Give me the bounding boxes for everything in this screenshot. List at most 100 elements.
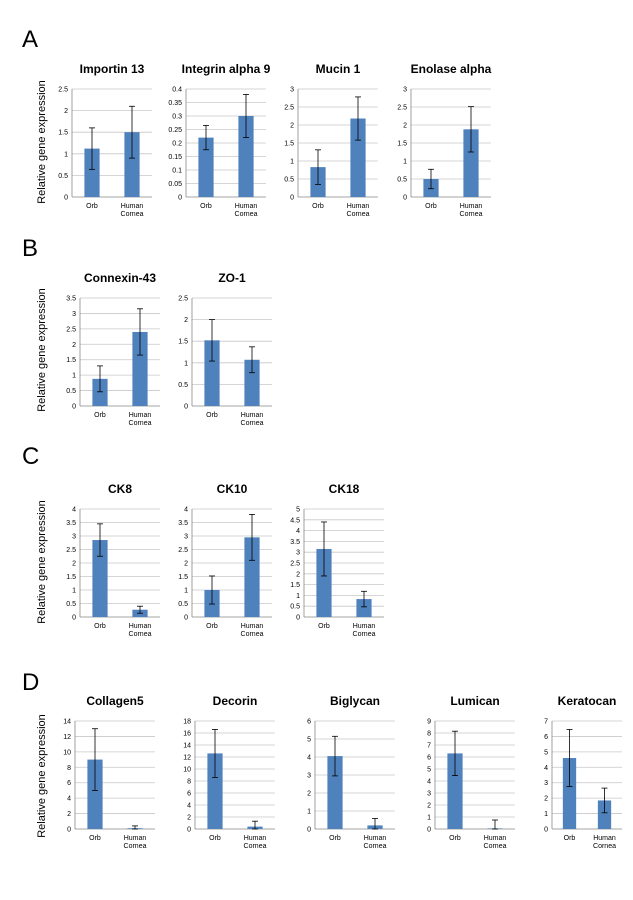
error-bar — [137, 605, 143, 614]
error-bar — [355, 96, 361, 141]
y-tick-label: 2.5 — [290, 561, 300, 568]
y-tick-label: 12 — [183, 755, 191, 762]
error-bar — [566, 729, 573, 787]
category-label: Orb — [564, 835, 576, 842]
category-label: Human — [244, 835, 267, 842]
chart-title: Connexin-43 — [84, 271, 156, 285]
category-label: Human — [353, 623, 376, 630]
error-bar — [332, 735, 338, 777]
category-label: Human — [460, 203, 483, 210]
error-bar — [249, 514, 255, 561]
y-tick-label: 5 — [427, 767, 431, 774]
y-tick-label: 1.5 — [290, 582, 300, 589]
y-tick-label: 8 — [187, 779, 191, 786]
bar-chart: Integrin alpha 9 0 0.05 0.1 0.15 0.2 0.25 0.3 0.… — [168, 62, 270, 218]
category-label: Human — [129, 412, 152, 419]
error-bar — [209, 575, 215, 605]
error-bar — [209, 319, 215, 362]
category-label: Orb — [200, 203, 212, 210]
y-tick-label: 2 — [187, 815, 191, 822]
y-tick-label: 6 — [544, 734, 548, 741]
y-tick-label: 0.5 — [397, 177, 407, 184]
y-tick-label: 0.5 — [290, 604, 300, 611]
error-bar — [212, 729, 218, 778]
chart-title: CK8 — [108, 482, 132, 496]
error-bar — [468, 106, 474, 153]
chart-title: Biglycan — [330, 694, 380, 708]
y-tick-label: 1 — [72, 373, 76, 380]
y-tick-label: 1.5 — [397, 141, 407, 148]
y-tick-label: 3 — [296, 550, 300, 557]
y-tick-label: 1 — [307, 809, 311, 816]
panel-letter-b: B — [22, 235, 38, 262]
y-tick-label: 3 — [427, 791, 431, 798]
y-axis-label-a: Relative gene expression — [36, 80, 48, 204]
y-tick-label: 6 — [67, 780, 71, 787]
y-tick-label: 3 — [307, 773, 311, 780]
chart-title: CK10 — [217, 482, 248, 496]
y-tick-label: 1.5 — [178, 339, 188, 346]
y-tick-label: 10 — [63, 749, 71, 756]
bar — [207, 753, 223, 829]
error-bar — [137, 308, 143, 356]
bar — [244, 537, 260, 617]
y-tick-label: 0 — [184, 615, 188, 622]
chart-title: Enolase alpha — [411, 62, 492, 76]
y-tick-label: 0.2 — [172, 141, 182, 148]
category-label: Orb — [206, 412, 218, 419]
bar — [198, 137, 214, 197]
y-tick-label: 2 — [296, 571, 300, 578]
bar — [350, 118, 366, 197]
category-label: Cornea — [353, 631, 376, 638]
y-tick-label: 0 — [72, 615, 76, 622]
error-bar — [452, 730, 458, 776]
category-label: Human — [241, 412, 264, 419]
y-tick-label: 6 — [307, 719, 311, 726]
y-tick-label: 4 — [296, 528, 300, 535]
chart-title: Mucin 1 — [316, 62, 361, 76]
category-label: Cornea — [244, 843, 267, 850]
y-tick-label: 7 — [544, 719, 548, 726]
category-label: Human — [593, 835, 616, 842]
y-tick-label: 2 — [403, 123, 407, 130]
panel-letter-a: A — [22, 26, 38, 53]
error-bar — [249, 346, 255, 374]
error-bar — [315, 149, 321, 185]
category-label: Orb — [449, 835, 461, 842]
error-bar — [601, 787, 608, 814]
y-tick-label: 2 — [72, 561, 76, 568]
y-tick-label: 3 — [72, 311, 76, 318]
chart-title: Decorin — [213, 694, 258, 708]
y-tick-label: 3.5 — [178, 520, 188, 527]
y-tick-label: 0.05 — [168, 181, 182, 188]
y-tick-label: 8 — [427, 731, 431, 738]
error-bar — [203, 125, 209, 151]
y-tick-label: 0 — [184, 404, 188, 411]
y-tick-label: 0 — [178, 195, 182, 202]
y-tick-label: 0.4 — [172, 87, 182, 94]
error-bar — [372, 818, 378, 830]
y-tick-label: 2 — [184, 317, 188, 324]
category-label: Orb — [89, 835, 101, 842]
y-tick-label: 14 — [183, 743, 191, 750]
y-tick-label: 2 — [544, 796, 548, 803]
category-label: Cornea — [347, 211, 370, 218]
category-label: Human — [364, 835, 387, 842]
chart-title: Collagen5 — [86, 694, 144, 708]
chart-title: Importin 13 — [80, 62, 145, 76]
y-tick-label: 2.5 — [178, 547, 188, 554]
y-tick-label: 5 — [307, 737, 311, 744]
y-tick-label: 0 — [187, 827, 191, 834]
y-tick-label: 1.5 — [58, 130, 68, 137]
y-axis-label-c: Relative gene expression — [36, 500, 48, 624]
y-tick-label: 4.5 — [290, 517, 300, 524]
category-label: Orb — [318, 623, 330, 630]
y-tick-label: 1.5 — [284, 141, 294, 148]
y-tick-label: 2 — [72, 342, 76, 349]
category-label: Cornea — [364, 843, 387, 850]
